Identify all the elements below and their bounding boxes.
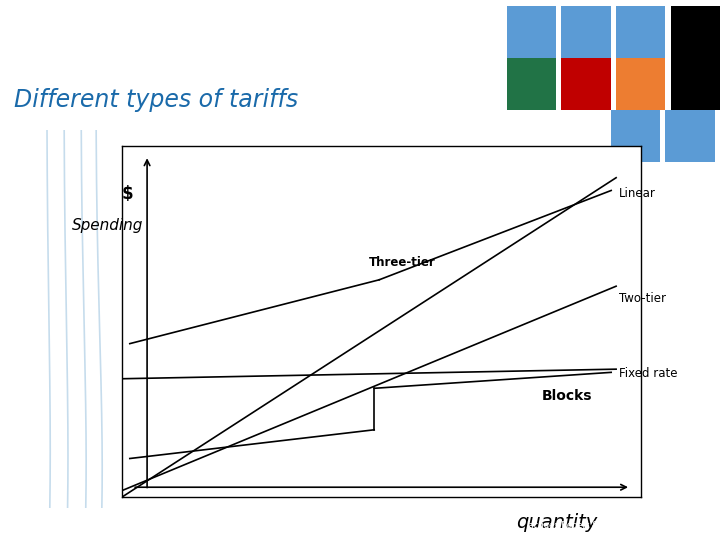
Text: Linear: Linear xyxy=(618,187,655,200)
FancyBboxPatch shape xyxy=(671,58,720,110)
FancyBboxPatch shape xyxy=(562,6,611,58)
Text: Three-tier: Three-tier xyxy=(369,256,436,269)
FancyBboxPatch shape xyxy=(616,6,665,58)
Text: Blocks: Blocks xyxy=(542,389,593,403)
FancyBboxPatch shape xyxy=(665,110,714,162)
Text: Two-tier: Two-tier xyxy=(618,293,665,306)
FancyBboxPatch shape xyxy=(562,58,611,110)
Text: quantity: quantity xyxy=(516,513,598,532)
Text: Spending: Spending xyxy=(72,218,143,233)
FancyBboxPatch shape xyxy=(507,6,556,58)
Text: Different types of tariffs: Different types of tariffs xyxy=(14,88,299,112)
Text: Fixed rate: Fixed rate xyxy=(618,367,677,381)
FancyBboxPatch shape xyxy=(671,6,720,58)
FancyBboxPatch shape xyxy=(507,58,556,110)
Text: 53-751-03 IT and E-Commerce: 53-751-03 IT and E-Commerce xyxy=(9,51,197,60)
Text: HEC MONTRÉAL – MBA: HEC MONTRÉAL – MBA xyxy=(9,21,157,34)
Text: Jacques Robert & Jean Talbot. HEC Montréal: Jacques Robert & Jean Talbot. HEC Montré… xyxy=(526,521,709,530)
Text: $: $ xyxy=(122,185,133,202)
FancyBboxPatch shape xyxy=(616,58,665,110)
FancyBboxPatch shape xyxy=(611,110,660,162)
